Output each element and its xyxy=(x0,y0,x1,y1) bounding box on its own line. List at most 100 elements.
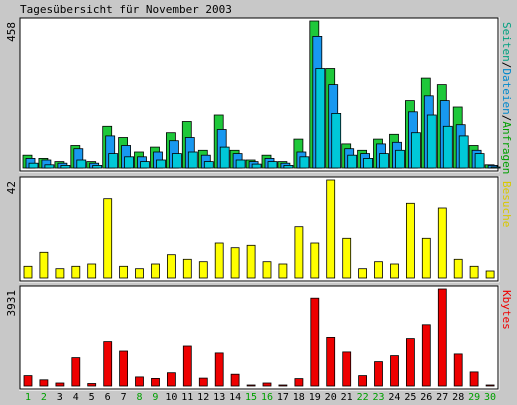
series-label-part: Besuche xyxy=(500,181,513,227)
day-label: 5 xyxy=(89,392,95,403)
bar-besuche-day-23 xyxy=(374,261,383,279)
bar-kbytes-day-29 xyxy=(469,371,479,387)
day-label: 1 xyxy=(25,392,31,403)
bar-besuche-day-4 xyxy=(71,265,81,279)
bar-kbytes-day-10 xyxy=(166,372,176,387)
panel-background xyxy=(19,176,499,282)
bar-kbytes-day-2 xyxy=(39,379,49,387)
day-label: 4 xyxy=(73,392,79,403)
bar-besuche-day-18 xyxy=(294,226,304,279)
day-label: 22 xyxy=(357,392,369,403)
bar-besuche-day-24 xyxy=(390,263,399,279)
bar-besuche-day-28 xyxy=(453,258,463,279)
chart-panel-3: 3931 Kbytes xyxy=(5,285,513,391)
x-axis-day-labels: 1 2 3 4 5 6 7 8 9 10 11 12 13 14 15 16 17 18 19 20 21 22 23 24 2… xyxy=(25,392,496,403)
day-label: 26 xyxy=(420,392,432,403)
bar-besuche-day-7 xyxy=(119,265,128,279)
bar-besuche-day-27 xyxy=(437,207,447,279)
day-label: 24 xyxy=(388,392,400,403)
chart-panel-2: 42 Besuche xyxy=(5,176,513,283)
y-axis-max-label: 458 xyxy=(5,22,18,42)
bar-seiten-day-24 xyxy=(395,149,405,169)
chart-title: Tagesübersicht für November 2003 xyxy=(20,3,232,16)
bar-seiten-day-16 xyxy=(267,161,278,169)
bar-seiten-day-21 xyxy=(347,154,358,169)
day-label: 14 xyxy=(229,392,241,403)
chart-panels: 458 Seiten/Dateien/Anfragen 42 Besuche 3931 K… xyxy=(5,17,513,391)
bar-seiten-day-3 xyxy=(60,164,71,169)
bar-besuche-day-1 xyxy=(23,265,33,279)
bar-besuche-day-16 xyxy=(262,261,272,279)
bar-kbytes-day-5 xyxy=(87,383,97,387)
bar-seiten-day-8 xyxy=(140,161,150,169)
day-label: 8 xyxy=(136,392,142,403)
day-label: 19 xyxy=(309,392,321,403)
day-label: 30 xyxy=(484,392,496,403)
bar-kbytes-day-11 xyxy=(182,345,192,387)
day-label: 10 xyxy=(165,392,177,403)
day-label: 12 xyxy=(197,392,209,403)
bar-seiten-day-5 xyxy=(92,164,103,169)
bar-kbytes-day-30 xyxy=(485,384,495,387)
series-label-part: / xyxy=(500,62,513,69)
bar-besuche-day-13 xyxy=(214,242,224,279)
day-label: 23 xyxy=(372,392,384,403)
bar-kbytes-day-25 xyxy=(405,338,415,387)
bar-kbytes-day-26 xyxy=(421,324,431,387)
bar-kbytes-day-14 xyxy=(230,373,240,387)
bar-besuche-day-8 xyxy=(135,268,144,279)
bar-besuche-day-25 xyxy=(405,202,415,279)
series-label: Seiten/Dateien/Anfragen xyxy=(500,22,513,174)
bar-seiten-day-20 xyxy=(331,113,342,169)
bar-seiten-day-12 xyxy=(203,161,214,169)
series-label: Kbytes xyxy=(500,290,513,330)
day-label: 18 xyxy=(293,392,305,403)
bar-seiten-day-2 xyxy=(44,164,55,169)
bar-seiten-day-14 xyxy=(235,159,246,169)
bar-kbytes-day-19 xyxy=(310,297,320,387)
bar-besuche-day-20 xyxy=(326,179,336,279)
bar-seiten-day-28 xyxy=(458,135,469,169)
bar-besuche-day-30 xyxy=(485,270,495,279)
bar-kbytes-day-9 xyxy=(151,377,160,387)
y-axis-max-label: 42 xyxy=(5,181,18,194)
day-label: 28 xyxy=(452,392,464,403)
panel-background xyxy=(19,285,499,390)
day-label: 16 xyxy=(261,392,273,403)
y-axis-max-label: 3931 xyxy=(5,290,18,317)
bar-kbytes-day-28 xyxy=(453,353,463,387)
day-label: 20 xyxy=(325,392,337,403)
bar-besuche-day-15 xyxy=(246,244,256,279)
chart-panel-1: 458 Seiten/Dateien/Anfragen xyxy=(5,17,513,174)
bar-kbytes-day-8 xyxy=(135,376,144,387)
bar-seiten-day-23 xyxy=(379,153,389,169)
bar-seiten-day-10 xyxy=(171,153,182,169)
bar-seiten-day-29 xyxy=(474,153,485,169)
day-label: 25 xyxy=(404,392,416,403)
day-label: 2 xyxy=(41,392,47,403)
bar-kbytes-day-13 xyxy=(214,352,224,387)
bar-seiten-day-7 xyxy=(124,156,134,169)
bar-besuche-day-19 xyxy=(310,242,320,279)
bar-kbytes-day-27 xyxy=(437,288,447,387)
series-label-part: Kbytes xyxy=(500,290,513,330)
bar-besuche-day-12 xyxy=(198,261,208,279)
bar-besuche-day-29 xyxy=(469,265,479,279)
bar-kbytes-day-23 xyxy=(374,361,383,387)
bar-kbytes-day-4 xyxy=(71,357,81,387)
bar-kbytes-day-15 xyxy=(246,384,256,387)
day-label: 17 xyxy=(277,392,289,403)
day-label: 13 xyxy=(213,392,225,403)
bar-seiten-day-22 xyxy=(363,157,374,169)
bar-kbytes-day-18 xyxy=(294,378,304,387)
series-label-part: Seiten xyxy=(500,22,513,62)
day-label: 11 xyxy=(181,392,193,403)
bar-kbytes-day-6 xyxy=(103,341,113,387)
bar-besuche-day-21 xyxy=(342,237,352,279)
bar-kbytes-day-21 xyxy=(342,351,352,387)
bar-seiten-day-9 xyxy=(156,159,166,169)
day-label: 21 xyxy=(341,392,353,403)
bar-kbytes-day-3 xyxy=(55,382,65,387)
series-label-part: / xyxy=(500,115,513,122)
